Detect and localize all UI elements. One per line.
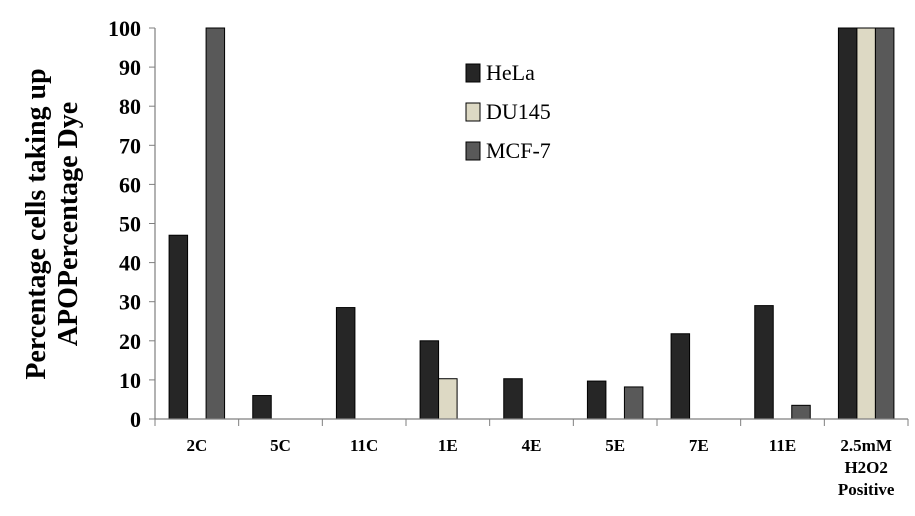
bar-hela-5e (586, 380, 607, 420)
y-tick-label: 30 (119, 290, 141, 315)
legend-label-du145: DU145 (486, 99, 551, 124)
x-category-label: 5C (270, 436, 291, 455)
bar-hela-2c (168, 234, 189, 420)
x-category-label: 2C (186, 436, 207, 455)
x-category-label: 1E (438, 436, 458, 455)
x-category-label: 4E (522, 436, 542, 455)
y-tick-label: 0 (130, 407, 141, 432)
axes (154, 28, 908, 420)
y-axis-label-line-1: Percentage cells taking up (21, 68, 52, 379)
bar-hela-11e (754, 305, 774, 420)
bars (168, 27, 895, 420)
bar-mcf-7-5e (623, 386, 644, 420)
x-axis-ticks: 2C 5C 11C 1E 4E 5E 7E 11E 2.5mM H2O2 Positive (154, 419, 909, 499)
legend-label-mcf-7: MCF-7 (486, 138, 551, 163)
y-tick-label: 20 (119, 329, 141, 354)
bar-hela-4e (503, 378, 523, 420)
y-tick-label: 70 (119, 133, 141, 158)
bar-hela-11c (335, 307, 356, 420)
y-axis-label-line-2: APOPercentage Dye (53, 102, 84, 346)
y-axis-label: Percentage cells taking up APOPercentage … (21, 68, 84, 379)
y-tick-label: 100 (108, 16, 141, 41)
y-axis-ticks: 0 10 20 30 40 50 60 70 80 90 100 (108, 16, 155, 432)
legend: HeLa DU145 MCF-7 (465, 60, 551, 163)
bar-mcf-7-11e (791, 404, 811, 420)
x-category-label: 11E (769, 436, 796, 455)
y-tick-label: 80 (119, 94, 141, 119)
legend-swatch-hela (465, 63, 481, 83)
bar-du145-2-5mm-h2o2-positive (856, 27, 876, 420)
bar-mcf-7-2-5mm-h2o2-positive (874, 27, 895, 420)
bar-hela-5c (252, 395, 272, 420)
x-category-label: 2.5mM (840, 436, 891, 455)
legend-swatch-du145 (465, 102, 481, 122)
bar-hela-2-5mm-h2o2-positive (837, 27, 858, 420)
y-tick-label: 50 (119, 212, 141, 237)
bar-mcf-7-2c (205, 27, 226, 420)
x-category-label: 7E (689, 436, 709, 455)
y-tick-label: 60 (119, 172, 141, 197)
x-category-label: Positive (838, 480, 895, 499)
x-category-label: 11C (350, 436, 378, 455)
bar-hela-1e (419, 340, 440, 420)
y-tick-label: 40 (119, 251, 141, 276)
y-tick-label: 90 (119, 55, 141, 80)
legend-swatch-mcf-7 (465, 141, 481, 161)
x-category-label: 5E (605, 436, 625, 455)
legend-label-hela: HeLa (486, 60, 535, 85)
x-category-label: H2O2 (844, 458, 887, 477)
y-tick-label: 10 (119, 368, 141, 393)
bar-du145-1e (438, 378, 458, 420)
bar-hela-7e (670, 333, 691, 420)
